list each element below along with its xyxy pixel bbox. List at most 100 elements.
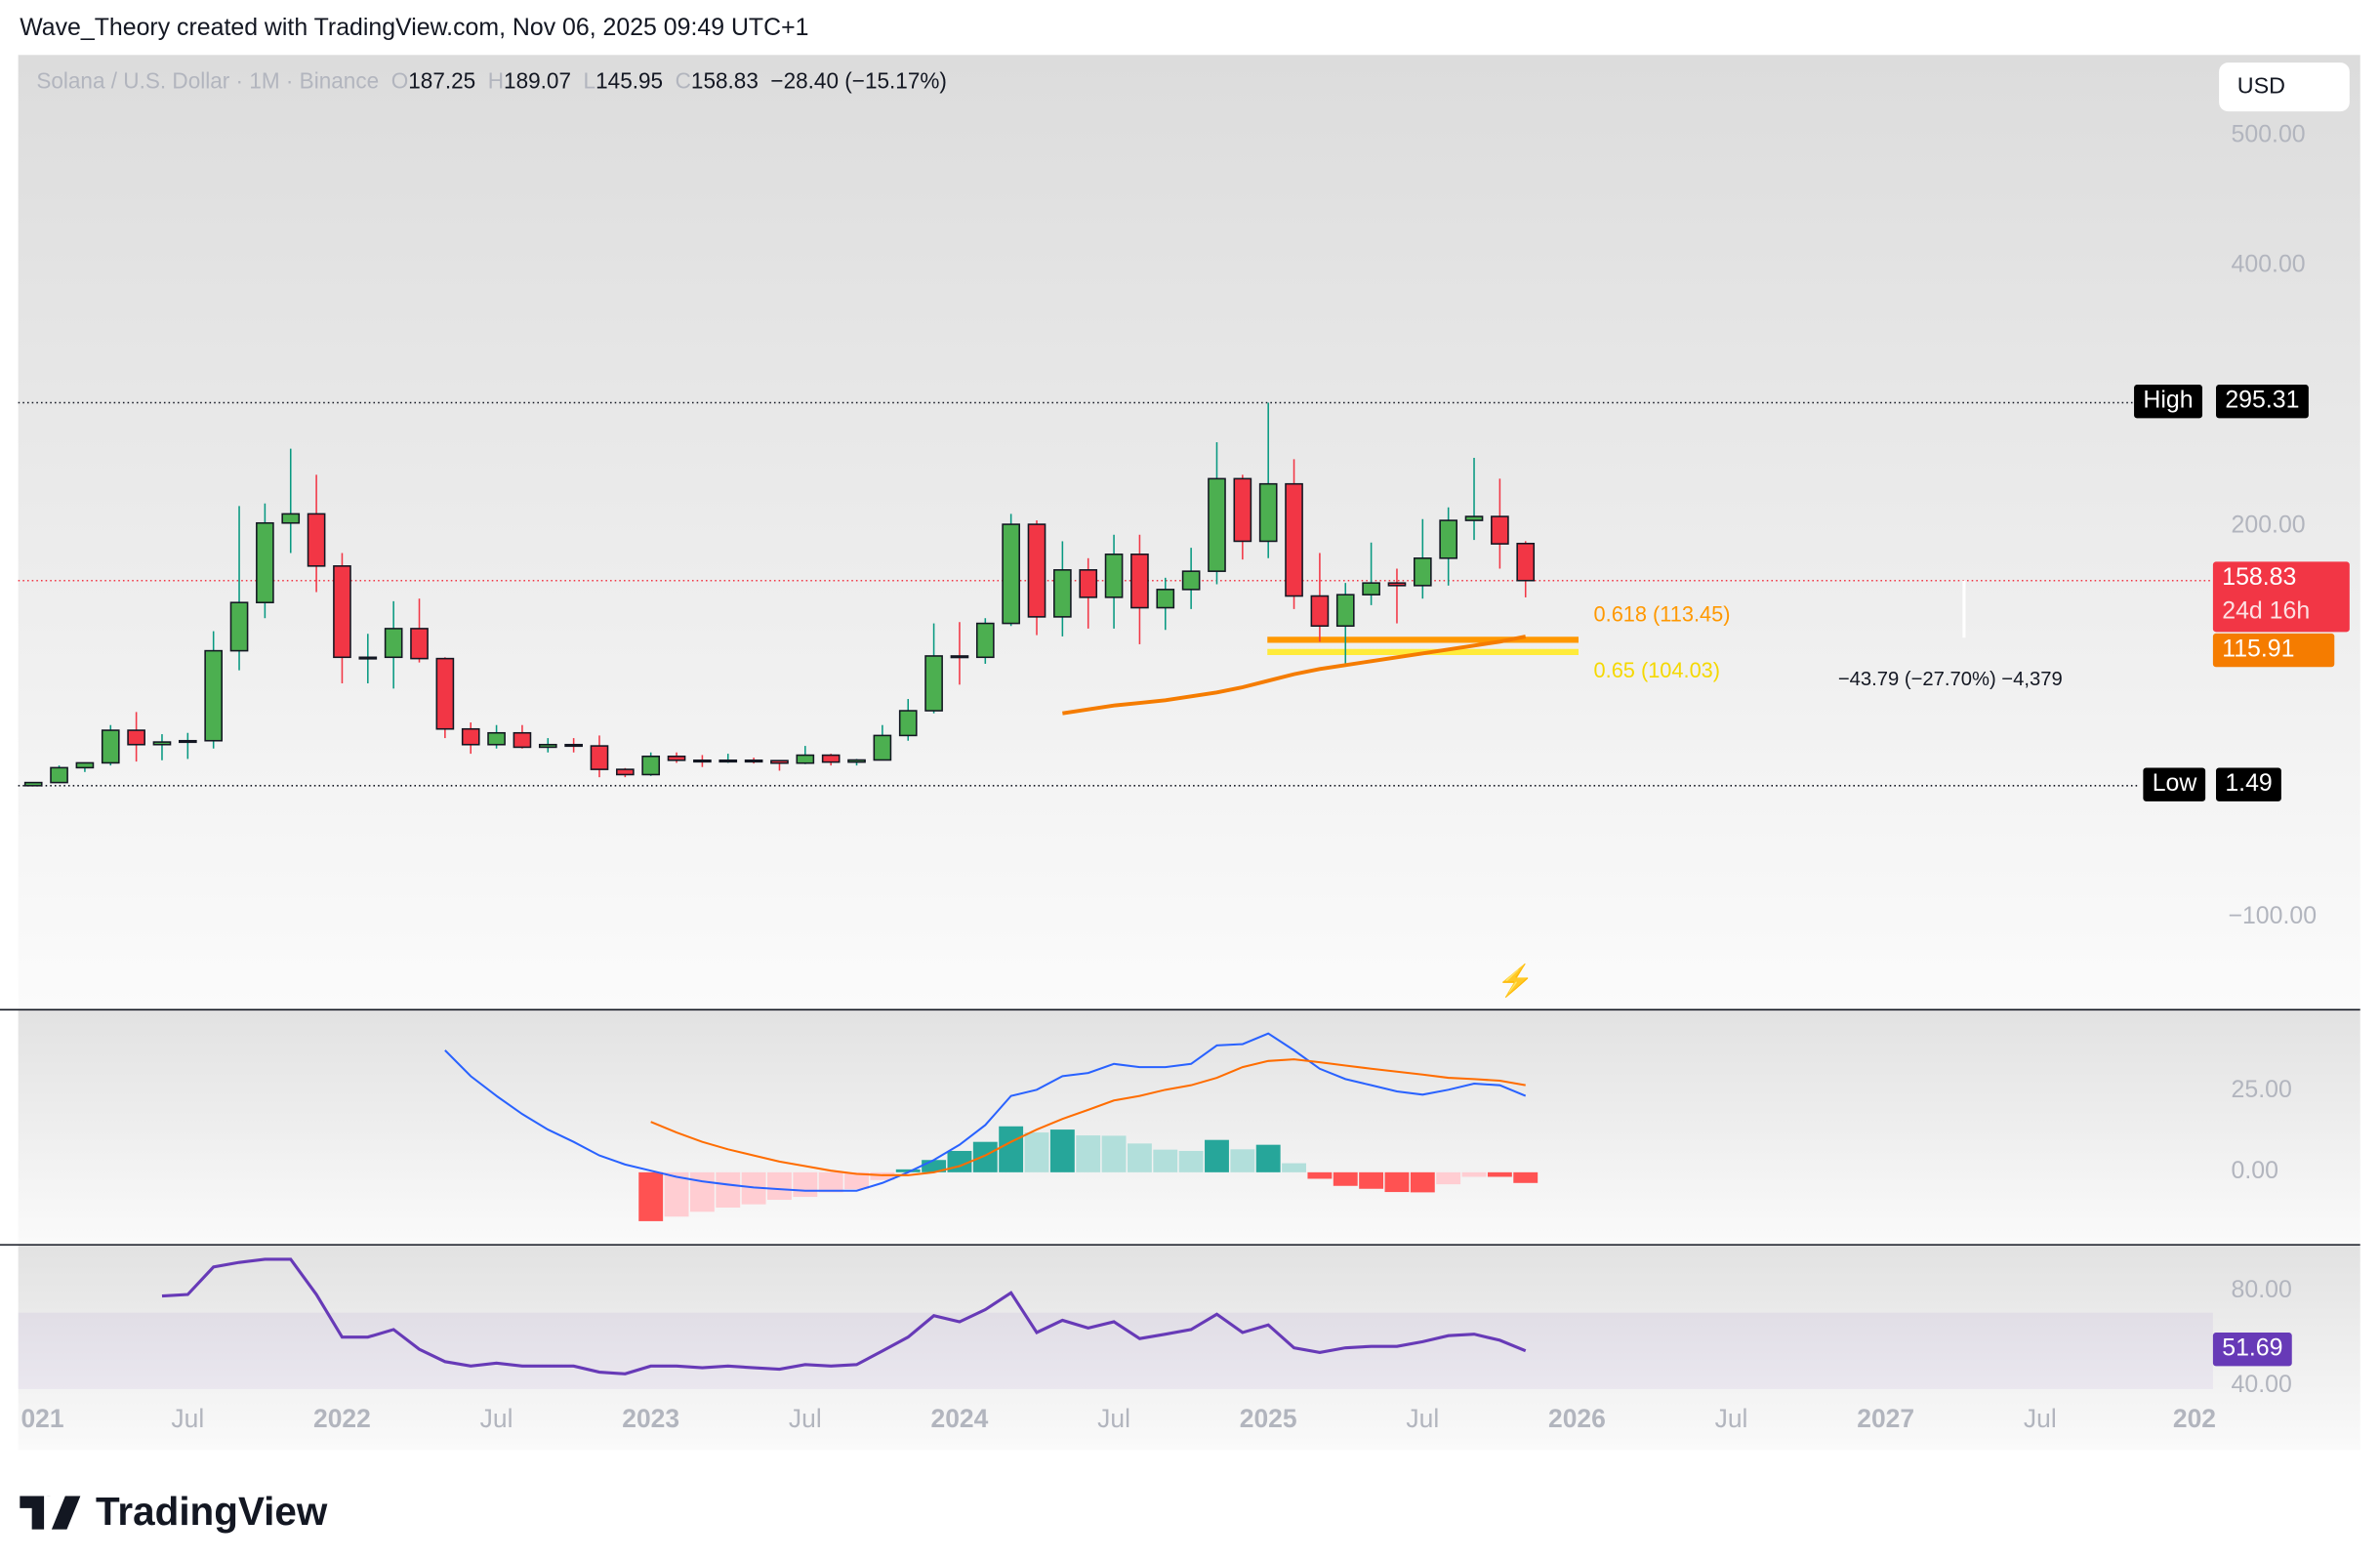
candle — [333, 565, 351, 659]
candle — [1208, 477, 1226, 572]
rsi-band — [18, 1312, 2213, 1389]
lightning-alert-icon[interactable]: ⚡ — [1497, 965, 1535, 999]
candle — [101, 729, 120, 764]
candle — [1233, 477, 1252, 543]
candle — [435, 657, 455, 730]
rsi-value-label: 51.69 — [2212, 1333, 2292, 1367]
candle — [950, 655, 969, 659]
candle — [384, 628, 403, 659]
time-tick: Jul — [788, 1404, 822, 1434]
ema-line — [1062, 635, 1527, 716]
candle — [23, 781, 43, 787]
candle — [538, 743, 557, 749]
macd-histogram-bar — [767, 1171, 792, 1201]
currency-button[interactable]: USD — [2219, 62, 2350, 112]
candle — [152, 741, 172, 746]
candle — [513, 731, 532, 749]
price-tick: 500.00 — [2231, 122, 2306, 148]
candle — [873, 734, 892, 761]
candle — [487, 731, 506, 746]
candle — [898, 710, 918, 737]
candle — [616, 768, 635, 776]
high-value: 189.07 — [504, 69, 572, 95]
candle — [1413, 557, 1432, 587]
candle — [641, 755, 661, 776]
time-tick: 2027 — [1857, 1404, 1915, 1434]
price-tick: 200.00 — [2231, 513, 2306, 539]
macd-histogram-bar — [1205, 1139, 1229, 1172]
candle — [744, 759, 763, 763]
candle — [821, 754, 841, 763]
macd-histogram-bar — [1282, 1163, 1306, 1172]
candle — [127, 729, 145, 746]
macd-histogram-bar — [638, 1171, 664, 1221]
macd-histogram-bar — [1384, 1171, 1410, 1193]
macd-histogram-bar — [1024, 1132, 1049, 1172]
candle — [718, 759, 738, 763]
macd-histogram-bar — [1461, 1171, 1487, 1177]
candle — [667, 755, 686, 761]
time-tick: 2025 — [1239, 1404, 1297, 1434]
candle — [1491, 515, 1509, 545]
candle — [1027, 523, 1046, 618]
candle — [410, 628, 429, 660]
attribution: Wave_Theory created with TradingView.com… — [20, 15, 809, 42]
macd-histogram-bar — [664, 1171, 689, 1217]
price-tick: 400.00 — [2231, 251, 2306, 278]
macd-histogram-bar — [895, 1169, 921, 1172]
time-tick: 202 — [2172, 1404, 2216, 1434]
candle — [1104, 554, 1124, 598]
time-tick: Jul — [171, 1404, 205, 1434]
candle — [75, 761, 95, 769]
macd-histogram-bar — [1410, 1171, 1435, 1193]
macd-histogram-bar — [1307, 1171, 1333, 1179]
macd-histogram-bar — [1049, 1129, 1075, 1172]
time-tick: 2024 — [930, 1404, 989, 1434]
macd-pane — [18, 1010, 2360, 1245]
time-tick: Jul — [2023, 1404, 2057, 1434]
candle — [847, 759, 866, 763]
candle — [358, 656, 378, 660]
macd-histogram-bar — [1436, 1171, 1461, 1185]
macd-histogram-bar — [1101, 1135, 1127, 1172]
time-tick: Jul — [1406, 1404, 1440, 1434]
fib-618-label: 0.618 (113.45) — [1593, 601, 1731, 627]
candle — [1130, 554, 1149, 609]
low-label: Low — [2143, 767, 2206, 801]
price-tick: −100.00 — [2228, 903, 2318, 930]
symbol-legend: Solana / U.S. Dollar · 1M · Binance O187… — [36, 69, 947, 95]
candle — [1387, 582, 1407, 587]
macd-histogram-bar — [793, 1171, 818, 1198]
macd-histogram-bar — [1255, 1144, 1281, 1172]
candle — [796, 754, 815, 764]
macd-histogram-bar — [1333, 1171, 1358, 1186]
last-price-label: 158.83 24d 16h — [2212, 561, 2350, 633]
time-tick: 021 — [21, 1404, 64, 1434]
candle — [307, 513, 326, 567]
candle — [281, 513, 301, 524]
macd-histogram-bar — [1153, 1149, 1178, 1172]
ema-value-label: 115.91 — [2212, 633, 2335, 668]
candle — [256, 521, 274, 603]
low-value: 145.95 — [595, 69, 664, 95]
fib-65-label: 0.65 (104.03) — [1593, 657, 1721, 682]
candle — [1156, 589, 1175, 609]
high-price-label: 295.31 — [2216, 385, 2309, 419]
rsi-tick: 80.00 — [2231, 1277, 2292, 1304]
candle — [1439, 519, 1457, 559]
low-price-label: 1.49 — [2216, 767, 2282, 801]
bar-countdown: 24d 16h — [2222, 597, 2311, 625]
candle — [461, 727, 480, 746]
candle — [1258, 482, 1278, 543]
main-pane — [18, 55, 2360, 1009]
symbol-name: Solana / U.S. Dollar · 1M · Binance — [36, 69, 380, 95]
macd-histogram-bar — [1178, 1150, 1204, 1172]
candle — [1079, 569, 1098, 598]
candle — [590, 745, 609, 770]
signal-line — [650, 1058, 1526, 1176]
time-tick: Jul — [1097, 1404, 1130, 1434]
candle — [229, 601, 249, 652]
change-value: −28.40 (−15.17%) — [770, 69, 947, 95]
